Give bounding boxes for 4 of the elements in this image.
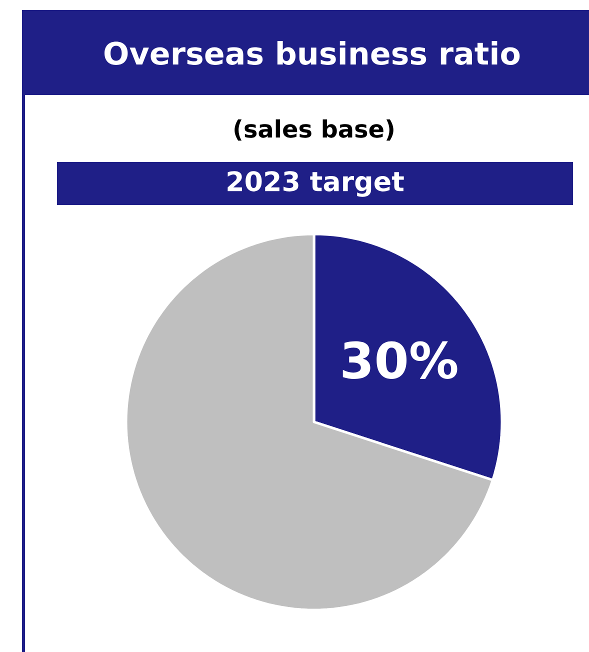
text: 2023 target [228,171,404,197]
chart-title: Overseas business ratio [104,41,520,65]
data-label: 30% [342,341,458,379]
chart-subtitle: (sales base) [234,119,394,141]
